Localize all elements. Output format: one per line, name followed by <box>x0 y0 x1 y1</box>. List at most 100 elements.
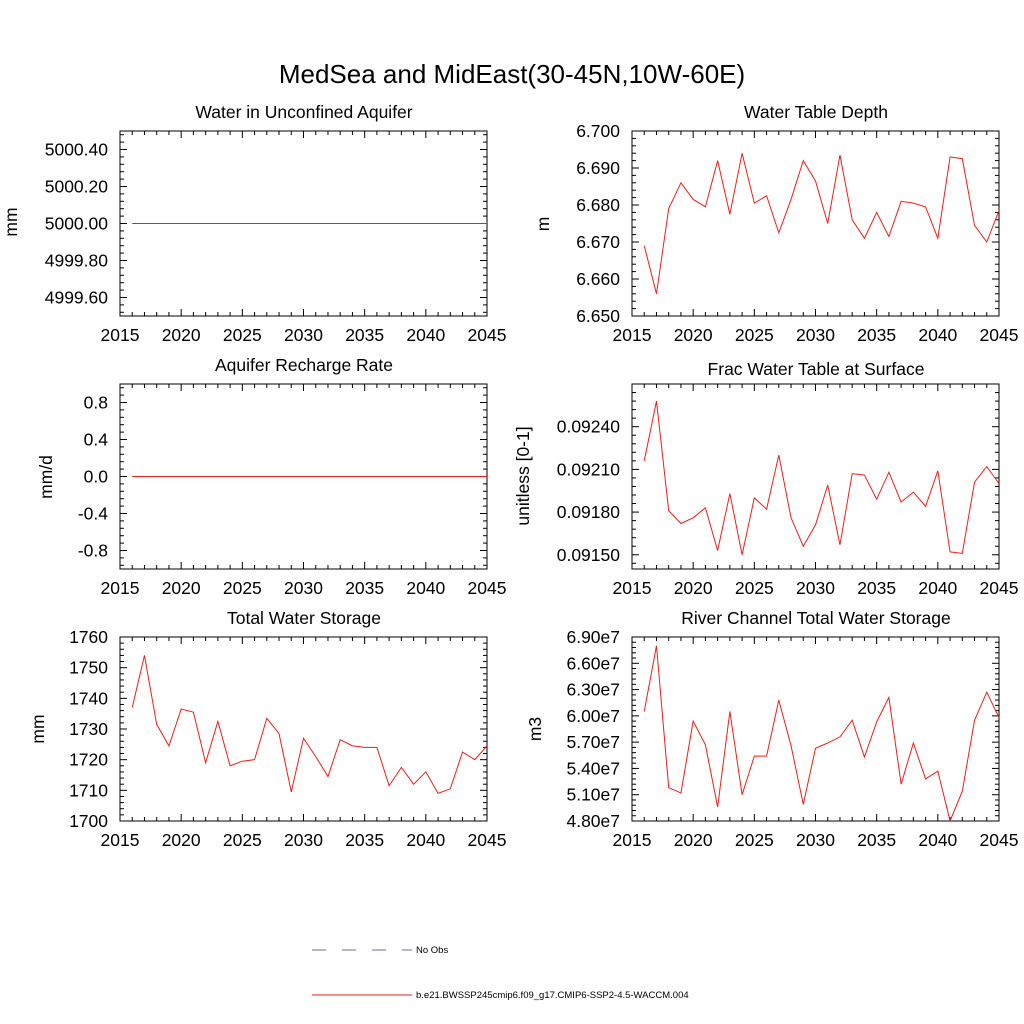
y-tick-label: 4999.60 <box>45 288 109 308</box>
x-tick-label: 2040 <box>406 325 445 345</box>
y-tick-label: 4.80e7 <box>566 811 620 831</box>
plot-recharge: 2015 2020 2025 2030 2035 2040 2045 -0.8 -0.4 0.0 0… <box>78 383 507 598</box>
x-tick-label: 2025 <box>223 830 262 850</box>
series-line <box>643 153 1000 294</box>
y-tick-label: 6.650 <box>576 306 620 326</box>
y-axis-label: mm <box>28 714 48 743</box>
legend: No Obs b.e21.BWSSP245cmip6.f09_g17.CMIP6… <box>312 945 689 1001</box>
y-tick-label: -0.4 <box>78 504 108 524</box>
x-tick-label: 2045 <box>468 325 507 345</box>
x-tick-label: 2015 <box>101 325 140 345</box>
x-tick-label: 2040 <box>918 325 957 345</box>
x-tick-label: 2045 <box>468 578 507 598</box>
y-tick-label: 1710 <box>69 780 108 800</box>
y-tick-label: 5000.20 <box>45 177 109 197</box>
y-tick-label: 5000.40 <box>45 140 109 160</box>
x-tick-label: 2035 <box>857 325 896 345</box>
x-tick-label: 2030 <box>284 325 323 345</box>
x-tick-label: 2025 <box>735 325 774 345</box>
x-tick-label: 2040 <box>918 578 957 598</box>
plot-frame <box>631 383 1000 570</box>
plot-frame <box>631 130 1000 317</box>
x-tick-label: 2030 <box>796 578 835 598</box>
panel-river: River Channel Total Water Storage m3 <box>525 608 951 741</box>
x-tick-label: 2030 <box>284 830 323 850</box>
series-line <box>643 645 1000 823</box>
y-tick-label: 1720 <box>69 750 108 770</box>
x-tick-label: 2025 <box>223 325 262 345</box>
y-axis-label: m3 <box>525 717 545 741</box>
x-tick-label: 2035 <box>857 830 896 850</box>
x-tick-label: 2020 <box>162 830 201 850</box>
y-tick-label: 1740 <box>69 688 108 708</box>
y-axis-label: m <box>533 217 553 232</box>
y-tick-label: 4999.80 <box>45 251 109 271</box>
y-tick-label: 0.09150 <box>557 545 621 565</box>
panel-title: Total Water Storage <box>227 608 381 628</box>
y-tick-label: 5.70e7 <box>566 732 620 752</box>
x-tick-label: 2045 <box>468 830 507 850</box>
x-tick-label: 2020 <box>162 325 201 345</box>
y-tick-label: 6.60e7 <box>566 653 620 673</box>
y-tick-label: 0.8 <box>84 393 108 413</box>
x-tick-label: 2020 <box>674 578 713 598</box>
x-tick-label: 2035 <box>345 830 384 850</box>
y-tick-label: 6.670 <box>576 232 620 252</box>
x-tick-label: 2030 <box>796 830 835 850</box>
legend-label: b.e21.BWSSP245cmip6.f09_g17.CMIP6-SSP2-4… <box>416 990 689 1001</box>
plot-frac: 2015 2020 2025 2030 2035 2040 2045 0.09150 0.091… <box>557 383 1019 598</box>
y-axis-label: mm/d <box>36 455 56 499</box>
y-tick-label: 6.690 <box>576 158 620 178</box>
y-tick-label: 0.0 <box>84 467 109 487</box>
x-tick-label: 2020 <box>674 325 713 345</box>
plot-tws: 2015 2020 2025 2030 2035 2040 2045 1700 1710 1720… <box>69 627 506 850</box>
legend-item-no-obs: No Obs <box>312 945 448 956</box>
series-line <box>131 655 488 795</box>
y-tick-label: 1750 <box>69 658 108 678</box>
y-tick-label: 0.09210 <box>557 459 621 479</box>
y-tick-label: 6.700 <box>576 121 620 141</box>
x-tick-label: 2015 <box>613 830 652 850</box>
plot-frame <box>631 636 1000 822</box>
y-axis-label: mm <box>1 207 21 236</box>
x-tick-label: 2020 <box>674 830 713 850</box>
y-axis-label: unitless [0-1] <box>513 426 533 525</box>
panel-unconfined: Water in Unconfined Aquifer mm <box>1 102 413 237</box>
x-tick-label: 2030 <box>284 578 323 598</box>
x-tick-label: 2015 <box>101 578 140 598</box>
y-tick-label: 1760 <box>69 627 108 647</box>
plot-wtd: 2015 2020 2025 2030 2035 2040 2045 6.650 6.660 6.… <box>576 121 1018 345</box>
x-tick-label: 2040 <box>406 830 445 850</box>
panel-title: Frac Water Table at Surface <box>708 359 925 379</box>
panel-title: River Channel Total Water Storage <box>681 608 950 628</box>
y-tick-label: 1700 <box>69 811 108 831</box>
x-tick-label: 2020 <box>162 578 201 598</box>
x-tick-label: 2040 <box>406 578 445 598</box>
legend-item-model: b.e21.BWSSP245cmip6.f09_g17.CMIP6-SSP2-4… <box>312 990 689 1001</box>
panel-title: Water in Unconfined Aquifer <box>195 102 412 122</box>
x-tick-label: 2015 <box>101 830 140 850</box>
x-tick-label: 2015 <box>613 578 652 598</box>
x-tick-label: 2025 <box>223 578 262 598</box>
x-tick-label: 2035 <box>345 578 384 598</box>
y-tick-label: 6.00e7 <box>566 706 620 726</box>
x-tick-label: 2035 <box>857 578 896 598</box>
panel-recharge: Aquifer Recharge Rate mm/d <box>36 355 393 499</box>
panel-title: Water Table Depth <box>744 102 888 122</box>
plot-river: 2015 2020 2025 2030 2035 2040 2045 4.80e7 5.10e7… <box>566 627 1018 850</box>
y-tick-label: 6.90e7 <box>566 627 620 647</box>
x-tick-label: 2045 <box>980 578 1019 598</box>
y-tick-label: 0.09180 <box>557 502 621 522</box>
panel-frac: Frac Water Table at Surface unitless [0-… <box>513 359 924 526</box>
x-tick-label: 2025 <box>735 578 774 598</box>
x-tick-label: 2035 <box>345 325 384 345</box>
figure-title: MedSea and MidEast(30-45N,10W-60E) <box>279 59 745 89</box>
y-tick-label: 5.10e7 <box>566 785 620 805</box>
panel-wtd: Water Table Depth m <box>533 102 888 231</box>
y-tick-label: 1730 <box>69 719 108 739</box>
y-tick-label: 0.4 <box>84 430 109 450</box>
y-tick-label: -0.8 <box>78 541 108 561</box>
y-tick-label: 5.40e7 <box>566 758 620 778</box>
x-tick-label: 2025 <box>735 830 774 850</box>
